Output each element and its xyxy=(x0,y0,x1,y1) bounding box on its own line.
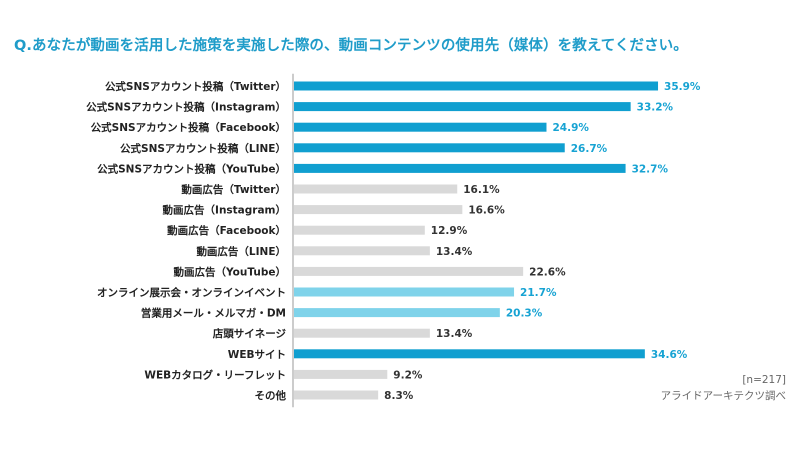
value-label: 33.2% xyxy=(637,102,674,114)
bar xyxy=(294,205,463,215)
category-label: 営業用メール・メルマガ・DM xyxy=(141,307,286,320)
value-label: 26.7% xyxy=(571,143,608,155)
value-label: 13.4% xyxy=(436,328,473,340)
value-label: 20.3% xyxy=(506,308,543,320)
category-label: 動画広告（Instagram） xyxy=(163,204,286,217)
source-note: アライドアーキテクツ調べ xyxy=(660,390,786,402)
value-label: 8.3% xyxy=(384,390,414,402)
value-label: 16.6% xyxy=(468,205,505,217)
bar xyxy=(294,225,425,235)
bar xyxy=(294,308,500,318)
bar xyxy=(294,349,645,359)
value-label: 24.9% xyxy=(552,122,589,134)
value-label: 9.2% xyxy=(393,369,423,381)
category-label: WEBカタログ・リーフレット xyxy=(144,368,286,381)
value-label: 21.7% xyxy=(520,287,557,299)
bar xyxy=(294,143,565,153)
category-label: 公式SNSアカウント投稿（Twitter） xyxy=(105,80,286,93)
value-label: 34.6% xyxy=(651,349,688,361)
category-label: 動画広告（YouTube） xyxy=(174,265,286,278)
category-label: 店頭サイネージ xyxy=(212,327,287,340)
category-label: 動画広告（Twitter） xyxy=(181,183,286,196)
sample-size-note: [n=217] xyxy=(742,374,786,386)
value-label: 35.9% xyxy=(664,81,701,93)
category-label: 公式SNSアカウント投稿（LINE） xyxy=(120,142,286,155)
bar xyxy=(294,81,659,91)
bar xyxy=(294,287,515,297)
value-label: 13.4% xyxy=(436,246,473,258)
bar xyxy=(294,390,379,400)
chart-title: Q.あなたが動画を活用した施策を実施した際の、動画コンテンツの使用先（媒体）を教… xyxy=(14,38,688,54)
category-label: 公式SNSアカウント投稿（YouTube） xyxy=(97,162,286,175)
category-label: 動画広告（Facebook） xyxy=(167,224,286,237)
category-label: WEBサイト xyxy=(228,349,286,361)
bar xyxy=(294,102,631,112)
bar xyxy=(294,246,430,256)
value-label: 22.6% xyxy=(529,266,566,278)
bar xyxy=(294,369,388,379)
bar xyxy=(294,328,430,338)
value-label: 32.7% xyxy=(632,163,669,175)
category-label: 公式SNSアカウント投稿（Instagram） xyxy=(86,101,286,114)
bar xyxy=(294,122,547,132)
category-label: 動画広告（LINE） xyxy=(196,245,286,258)
value-label: 16.1% xyxy=(463,184,500,196)
value-label: 12.9% xyxy=(431,225,468,237)
bar xyxy=(294,163,626,173)
category-label: オンライン展示会・オンラインイベント xyxy=(97,286,286,299)
bar xyxy=(294,184,458,194)
bar xyxy=(294,266,524,276)
category-label: その他 xyxy=(255,389,287,402)
category-label: 公式SNSアカウント投稿（Facebook） xyxy=(91,121,286,134)
